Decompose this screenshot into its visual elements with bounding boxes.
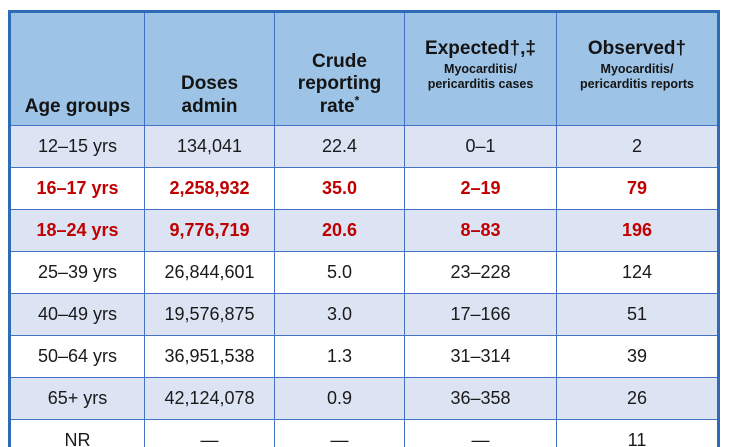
table-row: 50–64 yrs 36,951,538 1.3 31–314 39 xyxy=(9,335,719,378)
cell-expected-cases: 36–358 xyxy=(404,377,557,420)
cell-age: NR xyxy=(9,419,145,447)
cell-crude-reporting-rate: 3.0 xyxy=(274,293,405,336)
col-header-crude-reporting-rate: Crude reporting rate* xyxy=(274,11,405,126)
cell-doses-admin: 134,041 xyxy=(144,125,275,168)
col-header-expected-label: Expected†,‡ xyxy=(425,37,536,59)
cell-doses-admin: 42,124,078 xyxy=(144,377,275,420)
cell-observed-reports: 2 xyxy=(556,125,719,168)
footnote-asterisk: * xyxy=(354,93,360,108)
cell-expected-cases: — xyxy=(404,419,557,447)
table-row: 18–24 yrs 9,776,719 20.6 8–83 196 xyxy=(9,209,719,252)
table-row: 65+ yrs 42,124,078 0.9 36–358 26 xyxy=(9,377,719,420)
cell-age: 16–17 yrs xyxy=(9,167,145,210)
col-header-observed: Observed† Myocarditis/ pericarditis repo… xyxy=(556,11,719,126)
cell-observed-reports: 79 xyxy=(556,167,719,210)
cell-expected-cases: 0–1 xyxy=(404,125,557,168)
col-header-observed-subtitle: Myocarditis/ pericarditis reports xyxy=(580,62,694,92)
myocarditis-reporting-table: Age groups Doses admin Crude reporting r… xyxy=(8,10,720,447)
cell-expected-cases: 2–19 xyxy=(404,167,557,210)
header-row: Age groups Doses admin Crude reporting r… xyxy=(9,11,719,126)
col-header-expected-subtitle: Myocarditis/ pericarditis cases xyxy=(427,62,534,92)
cell-age: 18–24 yrs xyxy=(9,209,145,252)
cell-doses-admin: 26,844,601 xyxy=(144,251,275,294)
cell-expected-cases: 8–83 xyxy=(404,209,557,252)
cell-age: 25–39 yrs xyxy=(9,251,145,294)
table-row: 12–15 yrs 134,041 22.4 0–1 2 xyxy=(9,125,719,168)
cell-expected-cases: 31–314 xyxy=(404,335,557,378)
cell-age: 12–15 yrs xyxy=(9,125,145,168)
cell-doses-admin: — xyxy=(144,419,275,447)
cell-crude-reporting-rate: 35.0 xyxy=(274,167,405,210)
cell-crude-reporting-rate: — xyxy=(274,419,405,447)
cell-age: 65+ yrs xyxy=(9,377,145,420)
cell-observed-reports: 11 xyxy=(556,419,719,447)
col-header-expected: Expected†,‡ Myocarditis/ pericarditis ca… xyxy=(404,11,557,126)
cell-doses-admin: 36,951,538 xyxy=(144,335,275,378)
col-header-age-groups: Age groups xyxy=(9,11,145,126)
cell-observed-reports: 196 xyxy=(556,209,719,252)
cell-observed-reports: 124 xyxy=(556,251,719,294)
table-row: 40–49 yrs 19,576,875 3.0 17–166 51 xyxy=(9,293,719,336)
cell-doses-admin: 9,776,719 xyxy=(144,209,275,252)
cell-observed-reports: 39 xyxy=(556,335,719,378)
cell-age: 40–49 yrs xyxy=(9,293,145,336)
table-row: 25–39 yrs 26,844,601 5.0 23–228 124 xyxy=(9,251,719,294)
cell-doses-admin: 19,576,875 xyxy=(144,293,275,336)
cell-observed-reports: 51 xyxy=(556,293,719,336)
cell-age: 50–64 yrs xyxy=(9,335,145,378)
cell-crude-reporting-rate: 20.6 xyxy=(274,209,405,252)
table-row: NR — — —11 xyxy=(9,419,719,447)
col-header-doses-admin-label: Doses admin xyxy=(180,73,239,117)
table-body: 12–15 yrs 134,041 22.4 0–1 2 16–17 yrs 2,258,9… xyxy=(9,125,719,447)
cell-crude-reporting-rate: 22.4 xyxy=(274,125,405,168)
cell-crude-reporting-rate: 0.9 xyxy=(274,377,405,420)
cell-crude-reporting-rate: 5.0 xyxy=(274,251,405,294)
cell-observed-reports: 26 xyxy=(556,377,719,420)
cell-expected-cases: 23–228 xyxy=(404,251,557,294)
table-row: 16–17 yrs 2,258,932 35.0 2–19 79 xyxy=(9,167,719,210)
col-header-crude-reporting-rate-label: Crude reporting rate xyxy=(297,50,382,117)
cell-crude-reporting-rate: 1.3 xyxy=(274,335,405,378)
col-header-doses-admin: Doses admin xyxy=(144,11,275,126)
cell-expected-cases: 17–166 xyxy=(404,293,557,336)
cell-doses-admin: 2,258,932 xyxy=(144,167,275,210)
col-header-observed-label: Observed† xyxy=(587,37,687,59)
col-header-age-groups-label: Age groups xyxy=(24,95,131,117)
